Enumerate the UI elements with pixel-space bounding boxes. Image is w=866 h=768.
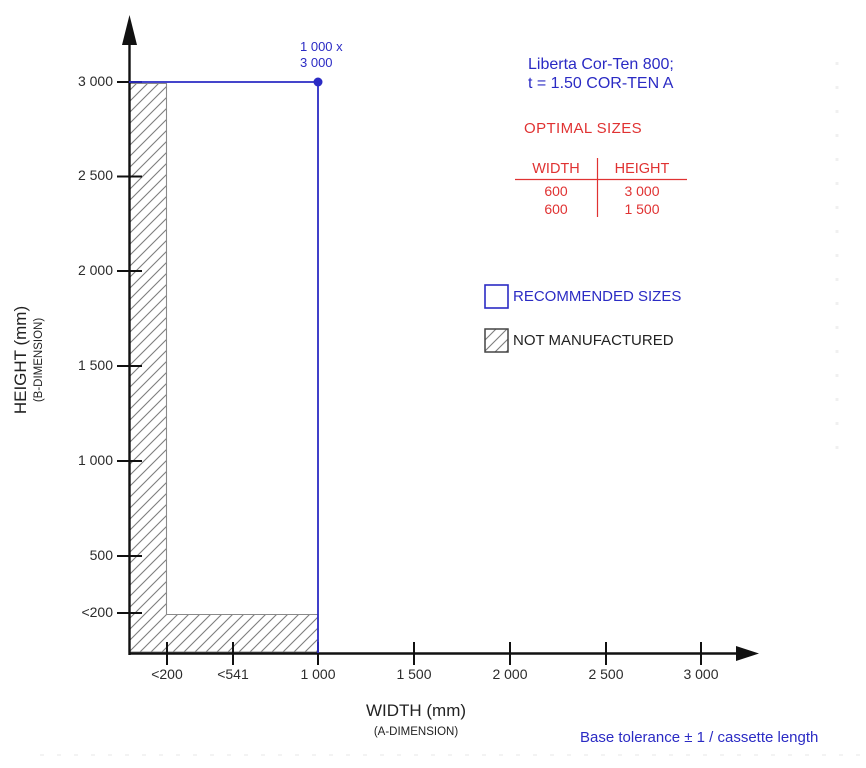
scan-artifacts xyxy=(40,62,860,756)
tolerance-note: Base tolerance ± 1 / cassette length xyxy=(580,729,819,746)
x-tick-label: 3 000 xyxy=(683,666,719,682)
optimal-table-cell: 600 xyxy=(544,201,568,217)
x-axis-arrow xyxy=(736,646,759,661)
x-axis-title: WIDTH (mm) xyxy=(365,701,467,720)
y-axis-title-block: HEIGHT (mm) (B-DIMENSION) xyxy=(10,260,56,460)
x-tick-label: 2 000 xyxy=(492,666,528,682)
optimal-table-cell: 3 000 xyxy=(624,183,660,199)
optimal-table-cell: 1 500 xyxy=(624,201,660,217)
x-tick-label: <200 xyxy=(151,666,183,682)
max-point-annotation: 1 000 x 3 000 xyxy=(300,39,343,71)
x-tick-label: 1 000 xyxy=(300,666,336,682)
product-info: Liberta Cor-Ten 800; t = 1.50 COR-TEN A xyxy=(528,55,674,93)
y-tick-label: 500 xyxy=(89,547,113,563)
y-tick-label: 2 500 xyxy=(77,167,113,183)
x-tick-label: <541 xyxy=(217,666,249,682)
product-thickness: t = 1.50 COR-TEN A xyxy=(528,75,674,92)
y-tick-label: <200 xyxy=(81,604,113,620)
optimal-table-rules xyxy=(515,158,687,217)
y-tick-label: 1 000 xyxy=(77,452,113,468)
y-axis-ticks xyxy=(117,81,142,614)
legend-not-manufactured-label: NOT MANUFACTURED xyxy=(513,332,674,349)
y-tick-label: 3 000 xyxy=(77,73,113,89)
max-point-annotation-line1: 1 000 x xyxy=(300,39,343,54)
y-axis-arrow xyxy=(122,15,137,45)
y-tick-label: 1 500 xyxy=(77,357,113,373)
product-name: Liberta Cor-Ten 800; xyxy=(528,56,674,73)
optimal-table-cell: 600 xyxy=(544,183,568,199)
x-axis-subtitle: (A-DIMENSION) xyxy=(373,726,459,738)
max-point-annotation-line2: 3 000 xyxy=(300,55,333,70)
not-manufactured-region xyxy=(128,82,319,653)
x-tick-label: 2 500 xyxy=(588,666,624,682)
legend-not-manufactured-swatch xyxy=(484,328,509,353)
legend-recommended-swatch xyxy=(484,284,509,309)
optimal-table-header-height: HEIGHT xyxy=(614,161,670,177)
optimal-sizes-table: WIDTH HEIGHT 600 3 000 600 1 500 xyxy=(515,158,687,220)
y-axis-title: HEIGHT (mm) xyxy=(11,305,30,415)
x-tick-label: 1 500 xyxy=(396,666,432,682)
legend-recommended-label: RECOMMENDED SIZES xyxy=(513,288,682,305)
y-axis-subtitle: (B-DIMENSION) xyxy=(33,317,45,403)
y-tick-label: 2 000 xyxy=(77,262,113,278)
optimal-sizes-title: OPTIMAL SIZES xyxy=(524,120,643,137)
optimal-table-header-width: WIDTH xyxy=(532,161,580,177)
max-size-point xyxy=(313,77,323,87)
